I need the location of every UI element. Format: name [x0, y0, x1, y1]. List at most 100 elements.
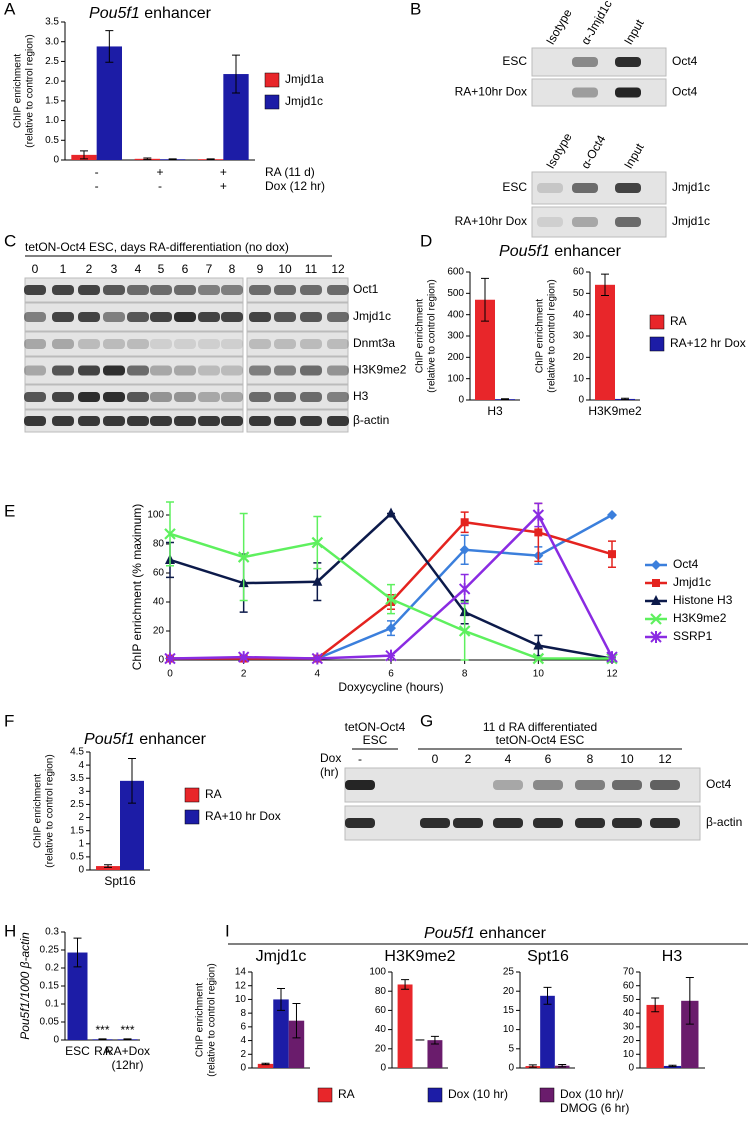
blot-band [150, 285, 172, 295]
blot-band [274, 312, 296, 322]
blot-band [198, 339, 220, 349]
blot-band [345, 780, 375, 790]
x-tick-label: 12 [606, 669, 618, 680]
y-tick-label: 4.5 [70, 747, 84, 758]
subtitle: H3 [662, 948, 683, 965]
marker [532, 652, 545, 665]
blot-band [249, 285, 271, 295]
marker [460, 518, 469, 527]
lane-label: Input [621, 16, 647, 47]
blot-band [274, 416, 296, 426]
y-tick-label: 2 [78, 812, 84, 823]
panel-letter: H [4, 921, 16, 940]
marker [533, 639, 544, 650]
protein-label: H3 [353, 389, 369, 403]
error-bar [98, 1038, 107, 1041]
y-tick-label: 3 [78, 786, 84, 797]
blot-band [174, 339, 196, 349]
y-tick-label: 30 [573, 331, 585, 342]
blot-band [533, 818, 563, 828]
blot-band [615, 57, 641, 67]
y-tick-label: 100 [147, 510, 164, 521]
error-bar [558, 1064, 567, 1068]
subtitle: H3K9me2 [384, 948, 455, 965]
error-bar [501, 398, 509, 401]
blot-band [300, 365, 322, 376]
y-axis-label: ChIP enrichment [415, 299, 426, 374]
y-tick-label: 0 [380, 1063, 386, 1074]
blot-title: tetON-Oct4 ESC, days RA-differentiation … [25, 240, 289, 254]
legend-swatch [649, 336, 665, 352]
y-tick-label: 2.0 [45, 76, 59, 87]
lane-label: α-Jmjd1c [578, 0, 615, 47]
y-tick-label: 0.1 [45, 999, 59, 1010]
lane-label: 3 [111, 262, 118, 276]
blot-band [150, 416, 172, 426]
chart-title: Pou5f1 enhancer [89, 5, 212, 22]
marker [459, 544, 470, 555]
panel-letter: F [4, 711, 14, 730]
row-label: RA+10hr Dox [455, 85, 527, 99]
legend-swatch [184, 787, 200, 803]
blot-band [575, 818, 605, 828]
marker [652, 579, 660, 587]
protein-label: Jmjd1c [672, 214, 710, 228]
y-axis-label: Pou5f1/1000 β-actin [18, 932, 32, 1040]
blot-band [221, 416, 243, 426]
y-tick-label: 60 [573, 267, 585, 278]
gap-label: – [416, 1031, 425, 1048]
marker [312, 575, 323, 586]
blot-band [420, 818, 450, 828]
lane-label: Isotype [543, 130, 575, 171]
blot-band [615, 87, 641, 98]
x-tick-label: H3 [487, 404, 503, 418]
blot-band [24, 339, 46, 349]
x-tick-label: 8 [462, 669, 468, 680]
legend-label: Oct4 [673, 557, 699, 571]
y-tick-label: 0 [53, 1035, 59, 1046]
y-tick-label: 600 [447, 267, 464, 278]
blot-band [537, 217, 563, 227]
x-tick-label: H3K9me2 [588, 404, 642, 418]
y-tick-label: 40 [573, 309, 585, 320]
protein-label: Oct1 [353, 282, 379, 296]
legend-label: RA [670, 314, 687, 328]
y-tick-label: 2.5 [70, 799, 84, 810]
bar [288, 1020, 305, 1068]
legend-swatch [264, 72, 280, 88]
blot-band [78, 339, 100, 349]
legend-swatch [184, 809, 200, 825]
header: ESC [363, 733, 388, 747]
blot-band [327, 285, 349, 295]
x-tick-label: RA+Dox (12hr) [105, 1044, 150, 1072]
marker [650, 631, 662, 643]
panel-letter: E [4, 501, 15, 520]
bar [595, 284, 615, 400]
y-tick-label: 3.5 [70, 773, 84, 784]
blot-band [537, 183, 563, 193]
marker [608, 550, 616, 559]
blot-band [274, 339, 296, 349]
legend-label: Jmjd1c [285, 94, 323, 108]
error-bar [261, 1062, 270, 1066]
blot-band [127, 285, 149, 295]
blot-band [612, 818, 642, 828]
y-tick-label: 30 [623, 1021, 635, 1032]
blot-band [174, 312, 196, 322]
protein-label: Oct4 [672, 54, 698, 68]
marker [651, 560, 661, 570]
row-label: RA+10hr Dox [455, 214, 527, 228]
blot-band [52, 365, 74, 376]
lane-label: 4 [135, 262, 142, 276]
condition-sign: - [158, 179, 162, 193]
y-tick-label: 1.5 [70, 825, 84, 836]
blot-band [221, 285, 243, 295]
x-tick-label: Spt16 [104, 874, 136, 888]
blot-band [198, 392, 220, 402]
marker [385, 649, 397, 662]
marker [534, 528, 543, 537]
lane-label: 0 [32, 262, 39, 276]
y-axis-label: ChIP enrichment [33, 774, 44, 849]
y-tick-label: 20 [503, 986, 515, 997]
row-label: ESC [502, 54, 527, 68]
